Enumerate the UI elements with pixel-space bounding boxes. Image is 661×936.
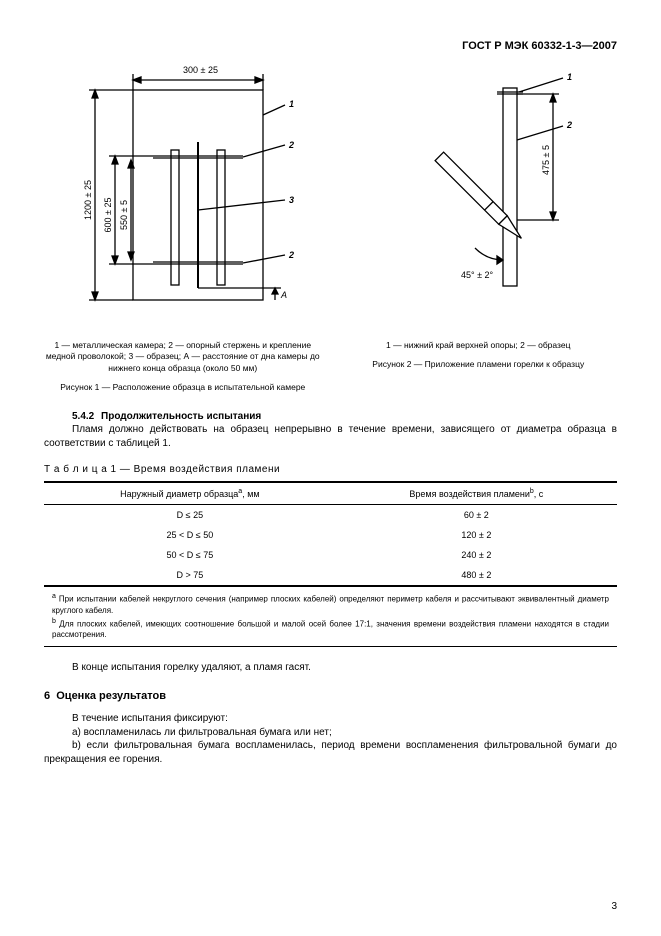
page-number: 3 (611, 901, 617, 912)
after-table-text: В конце испытания горелку удаляют, а пла… (44, 661, 617, 675)
table-row: 25 < D ≤ 50 120 ± 2 (44, 525, 617, 545)
figure-1: 300 ± 25 1200 ± 25 600 ± 25 550 ± 5 1 2 … (44, 60, 322, 394)
section-6-heading: 6 Оценка результатов (44, 690, 617, 702)
table1-header-row: Наружный диаметр образцаa, мм Время возд… (44, 483, 617, 505)
t1-r0-d: D ≤ 25 (44, 505, 336, 526)
t1-r0-t: 60 ± 2 (336, 505, 617, 526)
s6-b: b) если фильтровальная бумага воспламени… (44, 739, 617, 766)
table1: Наружный диаметр образцаa, мм Время возд… (44, 481, 617, 647)
t1-r2-t: 240 ± 2 (336, 545, 617, 565)
fig2-legend: 1 — нижний край верхней опоры; 2 — образ… (372, 340, 584, 351)
table1-col2: Время воздействия пламениb, с (336, 483, 617, 505)
s6-num: 6 (44, 690, 50, 702)
fig2-c2: 2 (566, 120, 572, 130)
fig1-caption-block: 1 — металлическая камера; 2 — опорный ст… (44, 340, 322, 394)
t1-r3-d: D > 75 (44, 565, 336, 586)
fig2-angle: 45° ± 2° (461, 270, 494, 280)
fig2-c1: 1 (567, 72, 572, 82)
document-code: ГОСТ Р МЭК 60332-1-3—2007 (44, 40, 617, 52)
figures-row: 300 ± 25 1200 ± 25 600 ± 25 550 ± 5 1 2 … (44, 60, 617, 394)
fig1-cA: A (280, 290, 287, 300)
s6-title: Оценка результатов (56, 690, 166, 702)
fig1-c3: 3 (289, 195, 294, 205)
table1-title: Т а б л и ц а 1 — Время воздействия плам… (44, 464, 617, 475)
fig1-dim-left2: 600 ± 25 (103, 198, 113, 233)
s6-a: a) воспламенилась ли фильтровальная бума… (44, 726, 617, 740)
figure-2: 475 ± 5 45° ± 2° 1 2 1 — нижний край вер… (340, 60, 618, 394)
s542-num: 5.4.2 (72, 411, 94, 422)
t1-r1-t: 120 ± 2 (336, 525, 617, 545)
fig1-dim-left3: 550 ± 5 (119, 200, 129, 230)
table1-notes: a При испытании кабелей некруглого сечен… (44, 586, 617, 646)
t1-r2-d: 50 < D ≤ 75 (44, 545, 336, 565)
fig1-legend: 1 — металлическая камера; 2 — опорный ст… (44, 340, 322, 374)
t1-r3-t: 480 ± 2 (336, 565, 617, 586)
fig2-dim-h: 475 ± 5 (541, 145, 551, 175)
fig2-caption: Рисунок 2 — Приложение пламени горелки к… (372, 359, 584, 370)
figure-1-svg: 300 ± 25 1200 ± 25 600 ± 25 550 ± 5 1 2 … (53, 60, 313, 330)
s6-intro: В течение испытания фиксируют: (44, 712, 617, 726)
fig1-dim-top: 300 ± 25 (183, 65, 218, 75)
table-row: D ≤ 25 60 ± 2 (44, 505, 617, 526)
fig1-c2b: 2 (288, 250, 294, 260)
table-row: D > 75 480 ± 2 (44, 565, 617, 586)
fig1-caption: Рисунок 1 — Расположение образца в испыт… (44, 382, 322, 393)
s542-text: Пламя должно действовать на образец непр… (44, 423, 617, 450)
fig1-dim-left1: 1200 ± 25 (83, 180, 93, 220)
figure-2-svg: 475 ± 5 45° ± 2° 1 2 (353, 60, 603, 330)
s542-title: Продолжительность испытания (101, 411, 261, 422)
fig2-caption-block: 1 — нижний край верхней опоры; 2 — образ… (372, 340, 584, 371)
table1-col1: Наружный диаметр образцаa, мм (44, 483, 336, 505)
t1-r1-d: 25 < D ≤ 50 (44, 525, 336, 545)
table-row: 50 < D ≤ 75 240 ± 2 (44, 545, 617, 565)
section-5-4-2-heading: 5.4.2 Продолжительность испытания (44, 410, 617, 424)
fig1-c2a: 2 (288, 140, 294, 150)
fig1-c1: 1 (289, 99, 294, 109)
